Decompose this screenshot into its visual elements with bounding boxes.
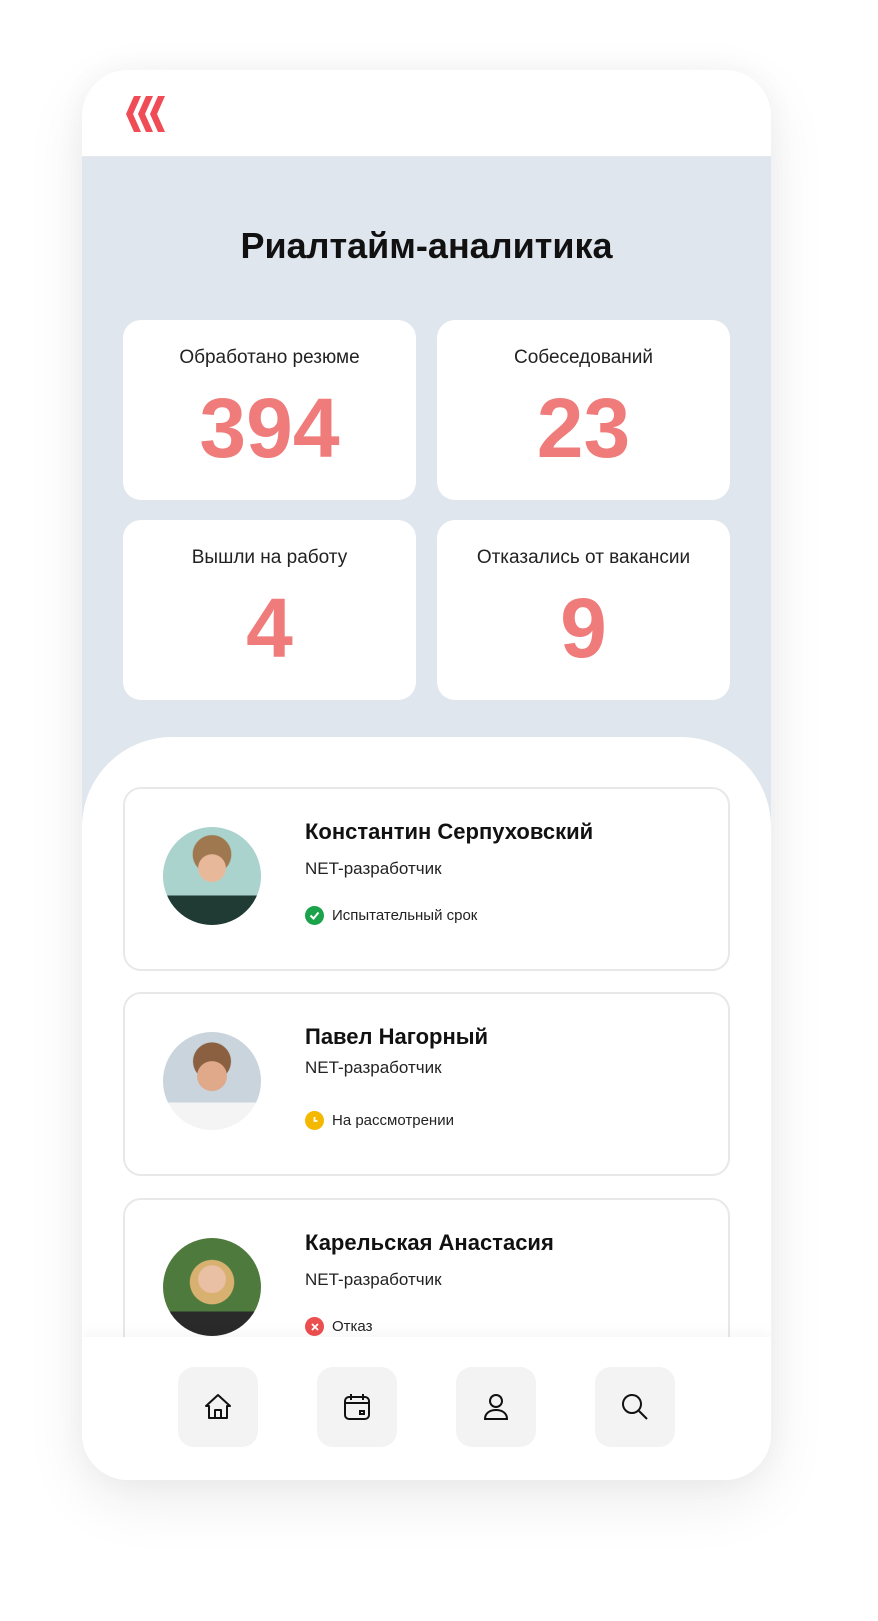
check-circle-icon [305, 906, 324, 925]
candidates-sheet: Константин Серпуховский NET-разработчик … [82, 737, 771, 1480]
user-icon [483, 1394, 509, 1420]
stat-card-declined: Отказались от вакансии 9 [437, 520, 730, 700]
stat-label: Отказались от вакансии [476, 547, 691, 568]
candidate-status: На рассмотрении [305, 1111, 454, 1130]
stat-label: Обработано резюме [179, 347, 360, 368]
candidate-role: NET-разработчик [305, 859, 442, 878]
stat-card-processed: Обработано резюме 394 [123, 320, 416, 500]
candidate-status: Отказ [305, 1317, 372, 1336]
clock-icon [305, 1111, 324, 1130]
header [82, 70, 771, 157]
candidate-name: Павел Нагорный [305, 1024, 489, 1049]
status-text: Испытательный срок [332, 907, 478, 924]
candidate-status: Испытательный срок [305, 906, 477, 925]
stat-label: Вышли на работу [191, 547, 348, 568]
candidate-name: Константин Серпуховский [305, 819, 594, 844]
calendar-icon [344, 1394, 370, 1420]
stat-card-interviews: Собеседований 23 [437, 320, 730, 500]
candidate-name: Карельская Анастасия [305, 1230, 554, 1255]
stat-value: 9 [560, 581, 607, 675]
candidate-role: NET-разработчик [305, 1270, 442, 1289]
stat-value: 23 [536, 381, 631, 475]
stat-value: 394 [199, 381, 340, 475]
stat-label: Собеседований [514, 347, 653, 368]
candidate-card[interactable]: Константин Серпуховский NET-разработчик … [123, 787, 730, 971]
avatar [163, 1238, 261, 1336]
avatar [163, 827, 261, 925]
candidate-card[interactable]: Павел Нагорный NET-разработчик На рассмо… [123, 992, 730, 1176]
status-text: На рассмотрении [332, 1112, 454, 1129]
search-icon [622, 1394, 648, 1420]
nav-search-button[interactable] [595, 1367, 675, 1447]
page-title: Риалтайм-аналитика [240, 225, 613, 266]
phone-screen: Риалтайм-аналитика Обработано резюме 394 … [82, 70, 771, 1480]
stat-card-hired: Вышли на работу 4 [123, 520, 416, 700]
home-icon [205, 1394, 231, 1419]
bottom-nav [82, 1337, 771, 1480]
nav-home-button[interactable] [178, 1367, 258, 1447]
x-circle-icon [305, 1317, 324, 1336]
status-text: Отказ [332, 1318, 373, 1335]
avatar [163, 1032, 261, 1130]
nav-profile-button[interactable] [456, 1367, 536, 1447]
stat-value: 4 [246, 581, 293, 675]
candidate-role: NET-разработчик [305, 1058, 442, 1077]
nav-calendar-button[interactable] [317, 1367, 397, 1447]
logo-chevrons-icon[interactable] [126, 96, 170, 132]
